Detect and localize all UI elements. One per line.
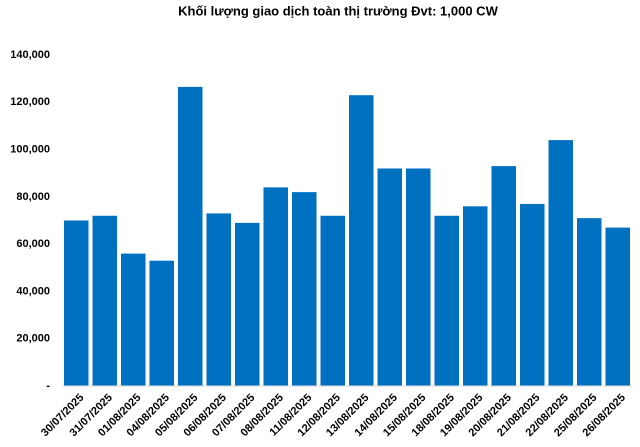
y-tick-label: 120,000 (10, 96, 50, 108)
bar (206, 213, 232, 386)
bar (149, 260, 175, 386)
bar (605, 227, 631, 386)
bar (405, 168, 431, 386)
bar (120, 253, 146, 386)
bar (263, 187, 289, 386)
bar (377, 168, 403, 386)
y-tick-label: 40,000 (16, 285, 50, 297)
bar (92, 215, 118, 386)
y-tick-label: 60,000 (16, 238, 50, 250)
bar (63, 220, 89, 386)
y-tick-label: 100,000 (10, 143, 50, 155)
chart-title: Khối lượng giao dịch toàn thị trường Đvt… (178, 3, 498, 18)
y-tick-label: 140,000 (10, 49, 50, 61)
bar (548, 140, 574, 386)
bar (434, 215, 460, 386)
bar (234, 222, 260, 386)
bar (491, 166, 517, 386)
bar (177, 86, 203, 387)
bar (291, 192, 317, 386)
y-tick-label: 20,000 (16, 333, 50, 345)
bar (576, 218, 602, 386)
y-tick-label: 80,000 (16, 191, 50, 203)
bar (320, 215, 346, 386)
bar (348, 95, 374, 386)
bar (462, 206, 488, 386)
bar (519, 203, 545, 386)
y-tick-label: - (46, 380, 50, 392)
